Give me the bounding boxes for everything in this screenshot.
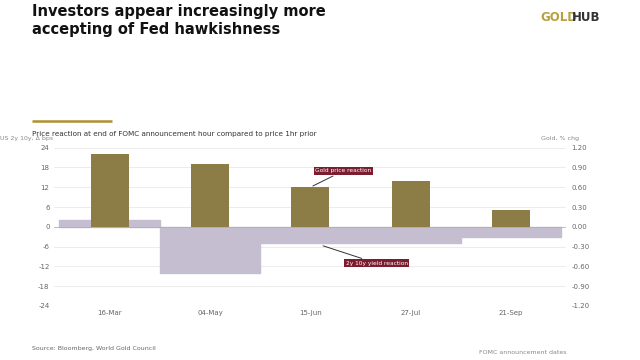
Bar	[90, 154, 129, 227]
Text: Gold price reaction: Gold price reaction	[313, 168, 372, 186]
Bar	[492, 210, 531, 227]
Text: Gold, % chg: Gold, % chg	[541, 136, 579, 141]
Bar	[191, 164, 229, 227]
Text: Investors appear increasingly more
accepting of Fed hawkishness: Investors appear increasingly more accep…	[32, 4, 326, 37]
Bar	[392, 181, 430, 227]
Text: GOLD: GOLD	[541, 11, 578, 24]
Text: Source: Bloomberg, World Gold Council: Source: Bloomberg, World Gold Council	[32, 346, 156, 351]
Text: 2y 10y yield reaction: 2y 10y yield reaction	[323, 246, 408, 266]
Text: Price reaction at end of FOMC announcement hour compared to price 1hr prior: Price reaction at end of FOMC announceme…	[32, 131, 317, 138]
Text: HUB: HUB	[572, 11, 600, 24]
Text: US 2y 10y, Δ bps: US 2y 10y, Δ bps	[0, 136, 53, 141]
Bar	[291, 187, 330, 227]
Text: FOMC announcement dates: FOMC announcement dates	[479, 350, 566, 355]
